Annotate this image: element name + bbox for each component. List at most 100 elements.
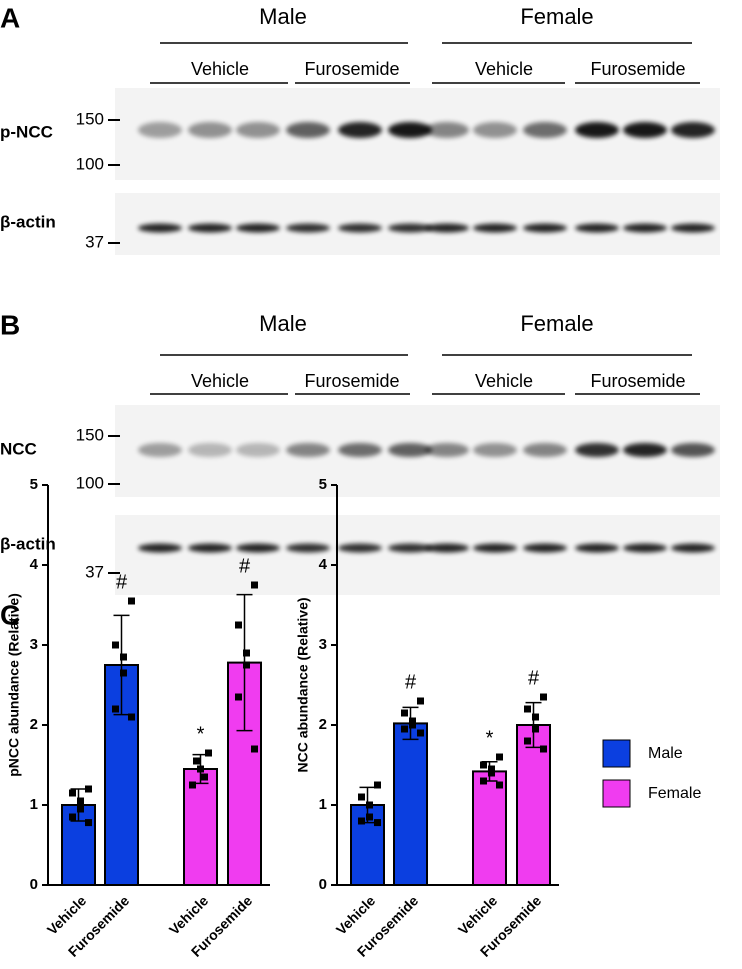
y-tick-label: 1	[30, 796, 38, 813]
group-label: Female	[520, 311, 593, 336]
data-point	[120, 669, 127, 677]
annotation: #	[239, 555, 251, 577]
data-point	[374, 819, 381, 827]
data-point	[480, 761, 487, 769]
treatment-label: Vehicle	[475, 371, 533, 391]
panel-letter: C	[0, 599, 20, 630]
treatment-label: Furosemide	[590, 59, 685, 79]
data-point	[120, 653, 127, 661]
y-tick-label: 5	[30, 476, 38, 493]
band	[473, 223, 517, 233]
y-axis-label: NCC abundance (Relative)	[295, 597, 311, 772]
data-point	[358, 817, 365, 825]
data-point	[251, 745, 258, 753]
marker-label: 100	[76, 154, 104, 173]
band	[425, 543, 469, 553]
band	[523, 443, 567, 457]
bar	[472, 770, 507, 887]
y-tick-label: 4	[30, 556, 39, 573]
data-point	[205, 749, 212, 757]
band	[236, 443, 280, 457]
band	[236, 122, 280, 138]
data-point	[401, 709, 408, 717]
data-point	[366, 813, 373, 821]
y-tick-label: 2	[319, 716, 327, 733]
band	[338, 223, 382, 233]
data-point	[488, 769, 495, 777]
band	[138, 122, 182, 138]
band	[388, 122, 432, 138]
band	[425, 443, 469, 457]
data-point	[197, 765, 204, 773]
data-point	[193, 757, 200, 765]
data-point	[243, 649, 250, 657]
blot-label: β-actin	[0, 212, 56, 231]
band	[188, 543, 232, 553]
band	[286, 122, 330, 138]
data-point	[85, 785, 92, 793]
data-point	[358, 793, 365, 801]
band	[575, 122, 619, 138]
band	[623, 443, 667, 457]
data-point	[128, 597, 135, 605]
legend-swatch	[602, 739, 631, 768]
data-point	[235, 621, 242, 629]
data-point	[77, 797, 84, 805]
band	[623, 543, 667, 553]
treatment-label: Furosemide	[304, 371, 399, 391]
band	[623, 122, 667, 138]
band	[286, 223, 330, 233]
y-tick-label: 4	[319, 556, 328, 573]
data-point	[540, 693, 547, 701]
data-point	[235, 693, 242, 701]
data-point	[532, 713, 539, 721]
data-point	[496, 753, 503, 761]
group-label: Male	[259, 4, 307, 29]
band	[388, 543, 432, 553]
data-point	[540, 745, 547, 753]
band	[523, 122, 567, 138]
blot-label: p-NCC	[0, 122, 53, 141]
panel-letter: A	[0, 2, 20, 33]
data-point	[366, 801, 373, 809]
data-point	[401, 725, 408, 733]
band	[338, 443, 382, 457]
bar	[393, 722, 428, 887]
band	[575, 543, 619, 553]
treatment-label: Vehicle	[191, 59, 249, 79]
band	[575, 443, 619, 457]
band	[188, 122, 232, 138]
data-point	[112, 705, 119, 713]
data-point	[243, 661, 250, 669]
group-label: Female	[520, 4, 593, 29]
data-point	[189, 781, 196, 789]
y-tick-label: 5	[319, 476, 327, 493]
band	[388, 443, 432, 457]
data-point	[69, 813, 76, 821]
y-tick-label: 2	[30, 716, 38, 733]
band	[523, 223, 567, 233]
band	[671, 122, 715, 138]
marker-label: 37	[85, 232, 104, 251]
band	[138, 443, 182, 457]
treatment-label: Furosemide	[590, 371, 685, 391]
treatment-label: Vehicle	[191, 371, 249, 391]
data-point	[417, 729, 424, 737]
legend-label: Male	[648, 745, 683, 762]
band	[473, 443, 517, 457]
error-bar	[70, 788, 87, 822]
band	[138, 543, 182, 553]
y-tick-label: 0	[30, 876, 38, 893]
data-point	[128, 713, 135, 721]
blot	[115, 515, 720, 595]
marker-label: 100	[76, 473, 104, 492]
error-bar	[113, 614, 130, 716]
legend-label: Female	[648, 785, 701, 802]
data-point	[532, 725, 539, 733]
band	[473, 543, 517, 553]
annotation: #	[405, 671, 417, 693]
y-tick-label: 0	[319, 876, 327, 893]
bar	[183, 768, 218, 886]
band	[523, 543, 567, 553]
